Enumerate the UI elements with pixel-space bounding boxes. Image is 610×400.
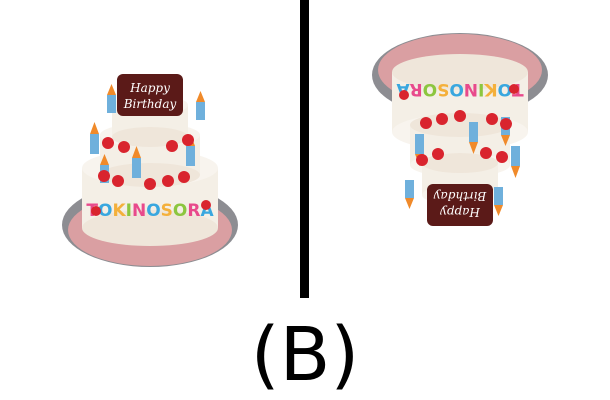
cake-band-text: TOKINOSORA xyxy=(86,201,214,221)
bottom-tier-base xyxy=(82,210,218,246)
cake-view-upright: TOKINOSORA Happy Birthday xyxy=(0,0,300,300)
cake-illustration-inverted: TOKINOSORA Happy Birthday xyxy=(372,33,548,226)
figure-caption: (B) xyxy=(250,312,360,398)
plaque-line-2: Birthday xyxy=(123,97,177,111)
plaque-line-1-inverted: Happy xyxy=(440,205,481,219)
happy-birthday-plaque-inverted xyxy=(427,184,493,226)
cake-view-inverted: TOKINOSORA Happy Birthday xyxy=(310,0,610,300)
plaque-line-1: Happy xyxy=(129,81,170,95)
strawberries-inverted xyxy=(399,84,519,166)
panel-divider xyxy=(300,0,309,298)
cake-illustration-upright: TOKINOSORA Happy Birthday xyxy=(62,74,238,267)
cake-band-text-inverted: TOKINOSORA xyxy=(396,79,524,99)
happy-birthday-plaque xyxy=(117,74,183,116)
strawberries xyxy=(91,134,211,216)
middle-tier-base xyxy=(100,163,200,187)
plaque-line-2-inverted: Birthday xyxy=(434,189,488,203)
